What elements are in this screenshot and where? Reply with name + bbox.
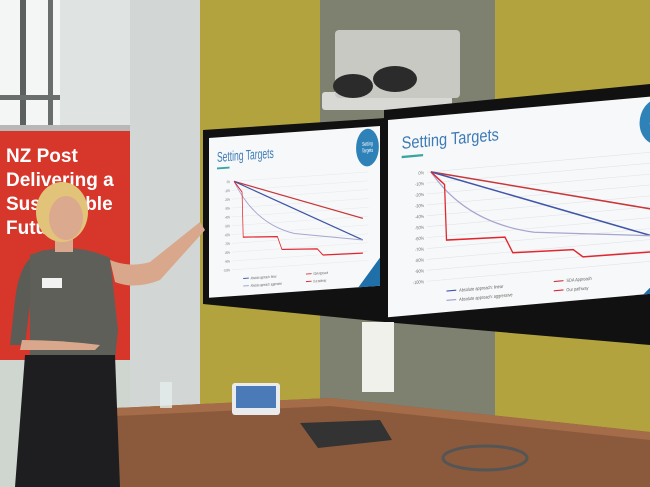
cable: [441, 444, 529, 472]
y-axis-label: -90%: [415, 268, 424, 274]
y-axis-label: -60%: [225, 232, 230, 237]
legend-label: SDA Approach: [566, 276, 592, 284]
paper-note: [362, 322, 394, 392]
grid-line: [231, 233, 369, 244]
device: [300, 420, 392, 448]
legend-label: Our pathway: [313, 278, 326, 284]
y-axis-label: 0%: [227, 179, 230, 184]
y-axis-label: -80%: [415, 257, 424, 263]
y-axis-label: -20%: [415, 192, 424, 198]
legend-label: Absolute approach: linear: [251, 274, 277, 281]
y-axis-label: -40%: [415, 213, 424, 219]
y-axis-label: -10%: [225, 188, 230, 193]
title-underline: [401, 153, 424, 159]
grid-line: [427, 183, 650, 206]
y-axis-label: -90%: [225, 259, 230, 264]
grid-line: [427, 172, 650, 195]
line-pathway: [430, 171, 650, 258]
y-axis-label: -50%: [415, 224, 424, 230]
line-sda: [430, 171, 650, 210]
y-axis-label: -40%: [225, 215, 230, 220]
grid-line: [231, 242, 369, 253]
grid-line: [231, 189, 369, 200]
y-axis-label: 0%: [418, 170, 424, 176]
person-skirt: [15, 355, 120, 487]
legend-swatch: [553, 289, 564, 292]
line-sda: [234, 180, 363, 219]
grid-line: [231, 171, 369, 182]
y-axis-label: -20%: [225, 197, 230, 202]
y-axis-label: -10%: [415, 181, 424, 187]
name-badge: [42, 278, 62, 288]
grid-line: [427, 249, 650, 271]
line-aggressive: [233, 181, 363, 241]
badge: [639, 98, 650, 145]
window-frame: [48, 0, 53, 130]
grid-line: [231, 198, 369, 209]
banner-line: Delivering a: [6, 170, 114, 191]
person-shirt: [30, 248, 118, 360]
person-hand: [20, 340, 100, 350]
title-underline: [216, 166, 230, 170]
legend-label: SDA Approach: [313, 270, 328, 276]
legend-label: Our pathway: [566, 285, 589, 292]
grid-line: [427, 161, 650, 184]
window-frame: [0, 95, 60, 100]
badge-text: Setting: [362, 140, 373, 147]
grid-line: [231, 260, 369, 271]
legend-swatch: [553, 280, 564, 283]
person-face: [49, 196, 83, 240]
y-axis-label: -60%: [415, 235, 424, 241]
grid-line: [427, 216, 650, 238]
grid-line: [427, 238, 650, 260]
badge-text: Targets: [362, 147, 374, 154]
y-axis-label: -70%: [415, 246, 424, 252]
glass: [160, 382, 172, 408]
window-frame: [20, 0, 26, 130]
y-axis-label: -30%: [225, 206, 230, 211]
whiteboard-wall: [130, 0, 210, 420]
legend-swatch: [446, 289, 457, 292]
slide-title: Setting Targets: [217, 146, 274, 166]
camera: [333, 74, 373, 98]
tablet-screen: [236, 386, 276, 408]
legend-swatch: [446, 298, 457, 301]
line-linear: [233, 180, 364, 241]
grid-line: [231, 224, 369, 235]
slide: Setting TargetsSettingTargets0%-10%-20%-…: [388, 93, 650, 318]
legend-label: Absolute approach: linear: [459, 283, 504, 292]
banner-line: NZ Post: [6, 146, 78, 167]
slide-bg: [388, 93, 650, 318]
banner-top: [0, 125, 130, 131]
badge: [356, 128, 379, 167]
grid-line: [427, 151, 650, 173]
grid-line: [427, 227, 650, 249]
camera: [373, 66, 417, 92]
line-aggressive: [430, 171, 650, 237]
y-axis-label: -30%: [415, 203, 424, 209]
legend-label: Absolute approach: aggressive: [251, 281, 282, 288]
grid-line: [427, 205, 650, 228]
line-pathway: [233, 180, 363, 256]
grid-line: [231, 215, 369, 226]
legend-label: Absolute approach: aggressive: [459, 292, 513, 302]
grid-line: [427, 260, 650, 282]
line-linear: [430, 171, 650, 237]
y-axis-label: -80%: [225, 250, 230, 255]
person-arm: [110, 222, 205, 286]
grid-line: [231, 251, 369, 262]
y-axis-label: -50%: [225, 224, 230, 229]
y-axis-label: -100%: [223, 268, 230, 273]
grid-line: [231, 180, 369, 191]
y-axis-label: -70%: [225, 241, 230, 246]
y-axis-label: -100%: [413, 279, 424, 285]
